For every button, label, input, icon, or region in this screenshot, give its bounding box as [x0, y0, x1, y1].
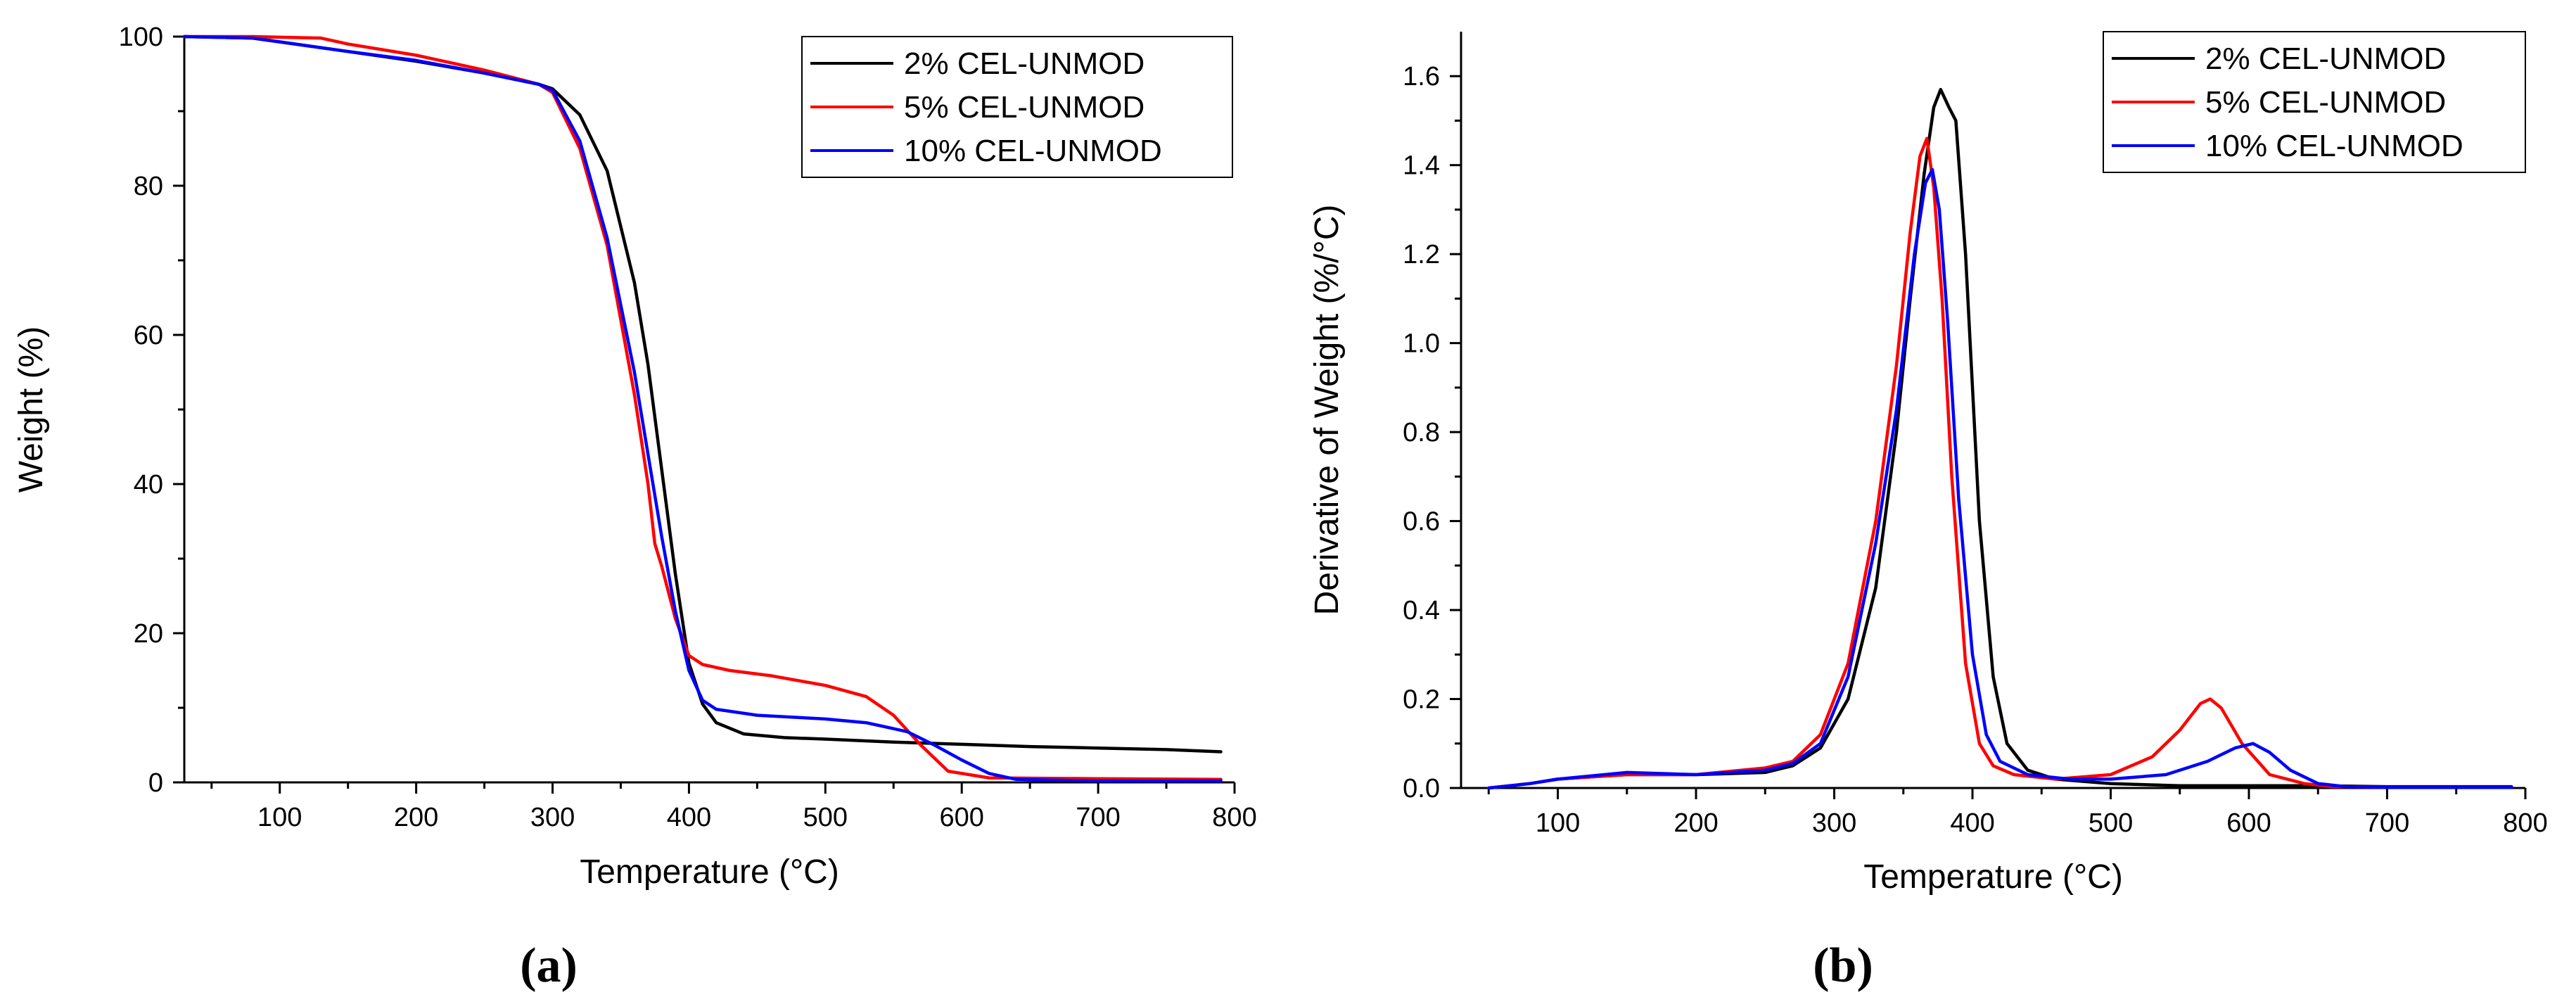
panel-a-y-tick-label: 40	[134, 470, 163, 500]
panel-b-legend-label: 2% CEL-UNMOD	[2205, 42, 2446, 76]
panel-a-x-tick-label: 100	[257, 803, 302, 832]
panel-a-legend-label: 2% CEL-UNMOD	[904, 46, 1144, 81]
panel-a-y-tick-label: 60	[134, 321, 163, 350]
panel-b-legend-label: 10% CEL-UNMOD	[2205, 129, 2463, 163]
panel-a-x-tick-label: 600	[940, 803, 984, 832]
panel-b-x-tick-label: 700	[2365, 808, 2409, 838]
panel-b-y-tick-label: 0.0	[1403, 774, 1440, 803]
panel-a-x-tick-label: 200	[394, 803, 438, 832]
panel-a-y-tick-label: 80	[134, 172, 163, 201]
panel-b-y-tick-label: 1.4	[1403, 151, 1440, 181]
panel-a-x-tick-label: 700	[1076, 803, 1120, 832]
panel-b-y-tick-label: 0.2	[1403, 685, 1440, 715]
panel-a-series-line-3	[182, 34, 1223, 783]
panel-b-y-tick-label: 1.0	[1403, 329, 1440, 359]
panel-b-x-tick-label: 300	[1812, 808, 1856, 838]
panel-b-x-tick-label: 500	[2089, 808, 2133, 838]
panel-a-x-tick-label: 300	[530, 803, 575, 832]
panel-b-y-tick-label: 0.6	[1403, 507, 1440, 537]
panel-b-x-tick-label: 400	[1950, 808, 1994, 838]
panel-b-y-axis-title: Derivative of Weight (%/°C)	[1308, 205, 1346, 616]
panel-a-chart: 100 200 300 400 500 600 700 800 0 20 40 60 80 100 2% C…	[13, 23, 1257, 993]
panel-b-x-tick-label: 800	[2503, 808, 2547, 838]
panel-a-legend-label: 5% CEL-UNMOD	[904, 90, 1144, 125]
panel-b-x-tick-label: 200	[1673, 808, 1718, 838]
panel-a-x-axis-title: Temperature (°C)	[580, 853, 839, 891]
panel-b-chart: 100 200 300 400 500 600 700 800 0.0 0.2 0.4 0.6 0.8 1…	[1308, 31, 2548, 993]
panel-a-y-tick-label: 20	[134, 619, 163, 649]
panel-a-y-axis-title: Weight (%)	[13, 326, 50, 493]
panel-b-y-tick-label: 1.6	[1403, 62, 1440, 91]
panel-a-x-tick-label: 500	[803, 803, 848, 832]
panel-a-legend-label: 10% CEL-UNMOD	[904, 134, 1162, 168]
panel-b-series-line-3	[1487, 167, 2513, 790]
panel-a-y-tick-label: 0	[148, 768, 163, 798]
panel-b-legend-label: 5% CEL-UNMOD	[2205, 85, 2446, 120]
panel-b-y-tick-label: 0.4	[1403, 596, 1440, 625]
panel-b-x-tick-label: 100	[1536, 808, 1580, 838]
panel-b-series-line-2	[1487, 136, 2513, 790]
panel-a-y-tick-label: 100	[119, 23, 163, 52]
panel-b-label: (b)	[1813, 939, 1873, 993]
panel-b-x-tick-label: 600	[2226, 808, 2271, 838]
panel-a-label: (a)	[520, 939, 578, 993]
panel-b-y-tick-label: 1.2	[1403, 240, 1440, 269]
panel-b-x-axis-title: Temperature (°C)	[1863, 858, 2123, 896]
panel-a-x-tick-label: 400	[667, 803, 711, 832]
panel-a-x-tick-label: 800	[1212, 803, 1256, 832]
panel-b-series-line-1	[1487, 87, 2513, 790]
panel-b-y-tick-label: 0.8	[1403, 418, 1440, 447]
